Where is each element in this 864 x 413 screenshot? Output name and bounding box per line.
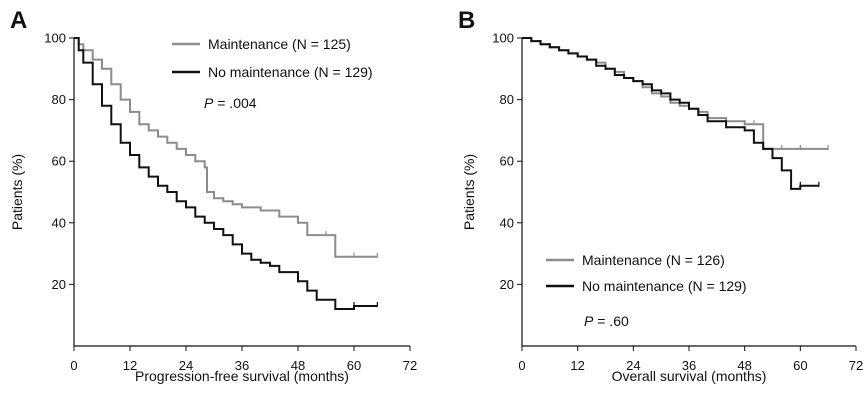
chart-panel-a: A 20 40 60 80 100 0 12 24 36 48 60 72 Progression-fre… bbox=[9, 7, 417, 384]
p-value-annotation: P = .60 bbox=[584, 313, 629, 329]
y-tick-label: 80 bbox=[52, 92, 66, 107]
chart-panel-b: B 20 40 60 80 100 0 12 24 36 48 60 72 Overall surviva… bbox=[458, 7, 863, 384]
x-axis-label: Overall survival (months) bbox=[612, 368, 767, 384]
legend-label: No maintenance (N = 129) bbox=[208, 64, 373, 80]
y-tick-label: 20 bbox=[500, 277, 514, 292]
x-axis-label: Progression-free survival (months) bbox=[135, 368, 349, 384]
y-axis-label: Patients (%) bbox=[461, 154, 477, 230]
series-line-2 bbox=[522, 37, 819, 190]
y-tick-label: 80 bbox=[500, 92, 514, 107]
x-tick-label: 36 bbox=[235, 358, 249, 373]
x-tick-label: 60 bbox=[347, 358, 361, 373]
x-tick-label: 12 bbox=[570, 358, 584, 373]
x-tick-label: 0 bbox=[70, 358, 77, 373]
y-tick-label: 20 bbox=[52, 277, 66, 292]
p-value-text: = .004 bbox=[213, 95, 256, 111]
legend-label: No maintenance (N = 129) bbox=[582, 278, 747, 294]
x-tick-label: 48 bbox=[737, 358, 751, 373]
x-tick-label: 48 bbox=[291, 358, 305, 373]
series-line-2 bbox=[74, 37, 378, 310]
series-line-1 bbox=[74, 37, 378, 258]
x-tick-label: 36 bbox=[682, 358, 696, 373]
legend-label: Maintenance (N = 125) bbox=[208, 36, 351, 52]
x-tick-label: 24 bbox=[626, 358, 640, 373]
x-tick-label: 72 bbox=[849, 358, 863, 373]
x-tick-label: 72 bbox=[403, 358, 417, 373]
y-tick-label: 100 bbox=[44, 31, 66, 46]
p-value-text: = .60 bbox=[593, 313, 629, 329]
y-tick-label: 40 bbox=[52, 215, 66, 230]
p-value-symbol: P bbox=[584, 313, 594, 329]
legend-label: Maintenance (N = 126) bbox=[582, 252, 725, 268]
x-tick-label: 0 bbox=[518, 358, 525, 373]
y-tick-label: 60 bbox=[500, 154, 514, 169]
panel-letter: A bbox=[10, 7, 27, 34]
series-line-1 bbox=[522, 37, 829, 150]
p-value-symbol: P bbox=[204, 95, 214, 111]
y-tick-label: 60 bbox=[52, 154, 66, 169]
x-tick-label: 24 bbox=[179, 358, 193, 373]
y-axis-label: Patients (%) bbox=[9, 154, 25, 230]
y-tick-label: 100 bbox=[492, 31, 514, 46]
x-tick-label: 12 bbox=[123, 358, 137, 373]
x-tick-label: 60 bbox=[793, 358, 807, 373]
p-value-annotation: P = .004 bbox=[204, 95, 257, 111]
y-tick-label: 40 bbox=[500, 215, 514, 230]
panel-letter: B bbox=[458, 7, 475, 34]
